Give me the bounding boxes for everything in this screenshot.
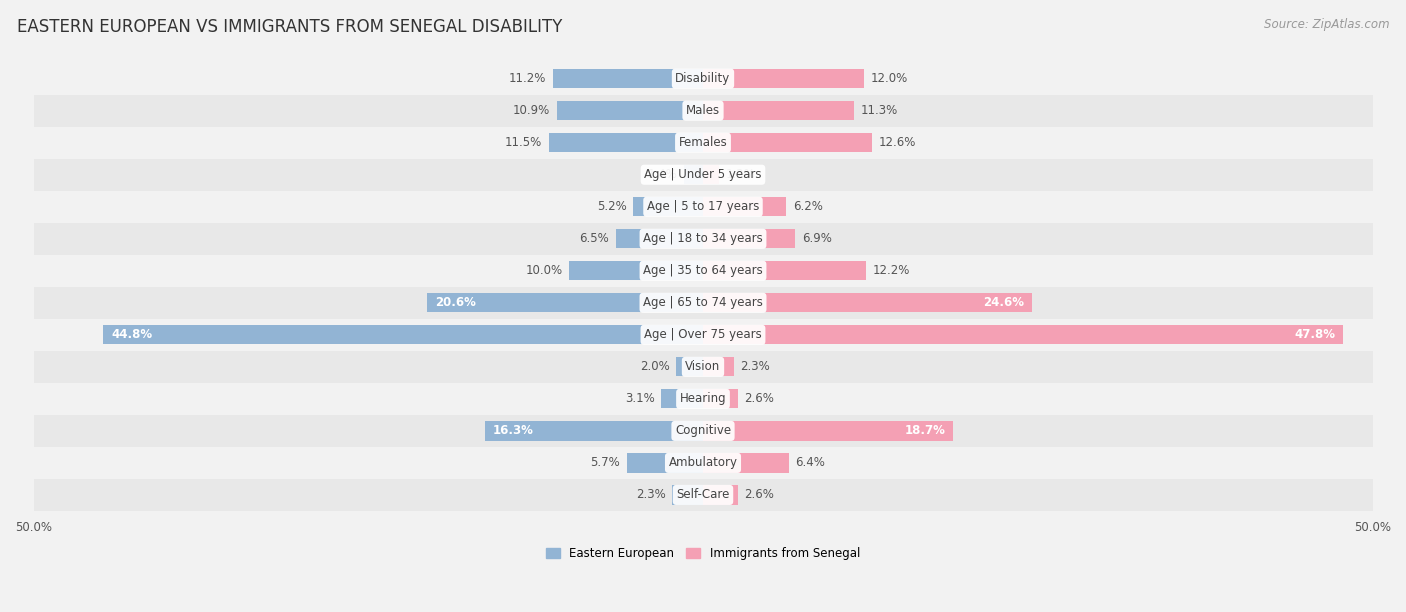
Bar bbox=[34, 127, 1372, 159]
Text: Males: Males bbox=[686, 104, 720, 117]
Bar bbox=[34, 191, 1372, 223]
Bar bbox=[703, 389, 738, 408]
Bar bbox=[34, 95, 1372, 127]
Bar bbox=[703, 485, 738, 504]
Bar bbox=[34, 447, 1372, 479]
Text: 6.2%: 6.2% bbox=[793, 200, 823, 213]
Bar bbox=[569, 261, 703, 280]
Bar bbox=[34, 159, 1372, 191]
Bar bbox=[485, 421, 703, 441]
Bar bbox=[557, 101, 703, 121]
Text: 12.2%: 12.2% bbox=[873, 264, 911, 277]
Text: Source: ZipAtlas.com: Source: ZipAtlas.com bbox=[1264, 18, 1389, 31]
Bar bbox=[627, 453, 703, 472]
Bar bbox=[685, 165, 703, 184]
Text: 18.7%: 18.7% bbox=[904, 424, 945, 438]
Text: 3.1%: 3.1% bbox=[626, 392, 655, 405]
Bar bbox=[34, 223, 1372, 255]
Text: 5.7%: 5.7% bbox=[591, 457, 620, 469]
Text: Age | 35 to 64 years: Age | 35 to 64 years bbox=[643, 264, 763, 277]
Bar bbox=[703, 261, 866, 280]
Text: 47.8%: 47.8% bbox=[1294, 328, 1336, 341]
Bar bbox=[103, 325, 703, 345]
Bar bbox=[34, 255, 1372, 287]
Bar bbox=[553, 69, 703, 88]
Text: 2.6%: 2.6% bbox=[745, 488, 775, 501]
Bar bbox=[676, 357, 703, 376]
Text: 10.9%: 10.9% bbox=[513, 104, 550, 117]
Text: 44.8%: 44.8% bbox=[111, 328, 152, 341]
Text: 6.9%: 6.9% bbox=[801, 233, 832, 245]
Text: 16.3%: 16.3% bbox=[492, 424, 534, 438]
Bar bbox=[703, 133, 872, 152]
Text: Ambulatory: Ambulatory bbox=[668, 457, 738, 469]
Text: Self-Care: Self-Care bbox=[676, 488, 730, 501]
Text: 2.3%: 2.3% bbox=[741, 360, 770, 373]
Bar bbox=[703, 197, 786, 217]
Bar bbox=[703, 101, 855, 121]
Text: 24.6%: 24.6% bbox=[983, 296, 1025, 309]
Text: Hearing: Hearing bbox=[679, 392, 727, 405]
Text: Age | 65 to 74 years: Age | 65 to 74 years bbox=[643, 296, 763, 309]
Text: 20.6%: 20.6% bbox=[436, 296, 477, 309]
Bar bbox=[34, 383, 1372, 415]
Bar bbox=[661, 389, 703, 408]
Bar bbox=[34, 415, 1372, 447]
Text: Age | Under 5 years: Age | Under 5 years bbox=[644, 168, 762, 181]
Bar bbox=[703, 453, 789, 472]
Bar bbox=[703, 229, 796, 248]
Text: 2.6%: 2.6% bbox=[745, 392, 775, 405]
Bar bbox=[703, 325, 1343, 345]
Bar bbox=[34, 479, 1372, 511]
Text: Disability: Disability bbox=[675, 72, 731, 85]
Bar bbox=[548, 133, 703, 152]
Text: 11.5%: 11.5% bbox=[505, 136, 543, 149]
Text: 12.0%: 12.0% bbox=[870, 72, 908, 85]
Text: 12.6%: 12.6% bbox=[879, 136, 915, 149]
Text: 11.3%: 11.3% bbox=[860, 104, 898, 117]
Text: Vision: Vision bbox=[685, 360, 721, 373]
Text: Age | 18 to 34 years: Age | 18 to 34 years bbox=[643, 233, 763, 245]
Bar bbox=[427, 293, 703, 312]
Bar bbox=[633, 197, 703, 217]
Text: 2.0%: 2.0% bbox=[640, 360, 669, 373]
Text: 10.0%: 10.0% bbox=[526, 264, 562, 277]
Bar bbox=[34, 319, 1372, 351]
Text: Cognitive: Cognitive bbox=[675, 424, 731, 438]
Bar bbox=[703, 357, 734, 376]
Text: 1.4%: 1.4% bbox=[648, 168, 678, 181]
Text: EASTERN EUROPEAN VS IMMIGRANTS FROM SENEGAL DISABILITY: EASTERN EUROPEAN VS IMMIGRANTS FROM SENE… bbox=[17, 18, 562, 36]
Bar bbox=[703, 165, 718, 184]
Bar bbox=[616, 229, 703, 248]
Bar bbox=[34, 351, 1372, 383]
Bar bbox=[703, 69, 863, 88]
Text: 2.3%: 2.3% bbox=[636, 488, 665, 501]
Bar bbox=[703, 421, 953, 441]
Text: 11.2%: 11.2% bbox=[509, 72, 547, 85]
Text: Age | Over 75 years: Age | Over 75 years bbox=[644, 328, 762, 341]
Bar bbox=[34, 62, 1372, 95]
Bar bbox=[703, 293, 1032, 312]
Text: Age | 5 to 17 years: Age | 5 to 17 years bbox=[647, 200, 759, 213]
Legend: Eastern European, Immigrants from Senegal: Eastern European, Immigrants from Senega… bbox=[541, 542, 865, 565]
Text: 6.4%: 6.4% bbox=[796, 457, 825, 469]
Text: 6.5%: 6.5% bbox=[579, 233, 609, 245]
Text: 1.2%: 1.2% bbox=[725, 168, 755, 181]
Text: 5.2%: 5.2% bbox=[598, 200, 627, 213]
Bar bbox=[34, 287, 1372, 319]
Bar bbox=[672, 485, 703, 504]
Text: Females: Females bbox=[679, 136, 727, 149]
